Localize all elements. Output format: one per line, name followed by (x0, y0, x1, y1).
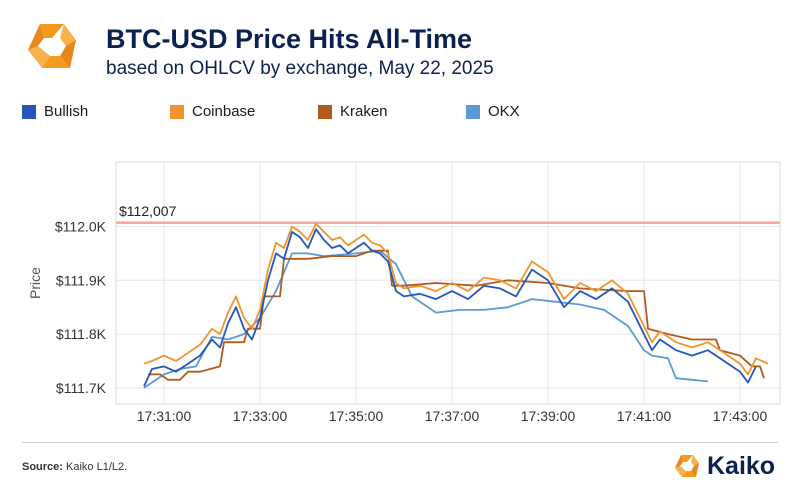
y-tick-label-111-8k: $111.8K (56, 326, 107, 342)
x-tick-label-17-31-00: 17:31:00 (137, 408, 192, 424)
legend-label-okx: OKX (488, 103, 520, 120)
axis-layer: $111.7K $111.8K $111.9K $112.0K 17:31:00 17:3… (27, 219, 767, 424)
x-tick-label-17-35-00: 17:35:00 (329, 408, 384, 424)
ath-layer: $112,007 (116, 203, 780, 225)
legend-label-bullish: Bullish (44, 103, 89, 120)
x-tick-label-17-33-00: 17:33:00 (233, 408, 288, 424)
x-tick-label-17-43-00: 17:43:00 (713, 408, 768, 424)
y-tick-label-111-7k: $111.7K (56, 380, 107, 396)
chart-subtitle: based on OHLCV by exchange, May 22, 2025 (106, 58, 494, 79)
legend-item-okx[interactable]: OKX (466, 103, 520, 120)
series-line-bullish (143, 228, 757, 387)
price-line-chart: $112,007 $111.7K $111.8K $111.9K $112.0K 17:… (27, 161, 781, 424)
legend-label-kraken: Kraken (340, 103, 388, 120)
brand-name: Kaiko (707, 451, 776, 480)
legend-swatch-okx (466, 104, 480, 119)
series-layer (143, 222, 769, 389)
legend-item-kraken[interactable]: Kraken (318, 103, 388, 120)
series-line-okx (143, 249, 709, 389)
grid-layer (115, 161, 781, 405)
x-tick-label-17-39-00: 17:39:00 (521, 408, 576, 424)
footer-divider (22, 442, 778, 443)
source-note: Source: Kaiko L1/L2. (22, 461, 127, 473)
legend-swatch-bullish (22, 104, 36, 119)
legend-swatch-coinbase (170, 104, 184, 119)
kaiko-logo-icon (28, 24, 76, 68)
y-tick-label-112-0k: $112.0K (55, 219, 107, 235)
legend-item-coinbase[interactable]: Coinbase (170, 103, 255, 120)
legend-item-bullish[interactable]: Bullish (22, 103, 88, 120)
ath-label: $112,007 (119, 203, 177, 219)
plot-area-frame (115, 161, 781, 405)
legend-swatch-kraken (318, 104, 332, 119)
source-text: Kaiko L1/L2. (66, 461, 128, 473)
y-axis-label: Price (27, 267, 43, 299)
x-tick-label-17-41-00: 17:41:00 (617, 408, 672, 424)
y-tick-label-111-9k: $111.9K (56, 272, 107, 288)
series-line-coinbase (143, 222, 769, 376)
legend-label-coinbase: Coinbase (192, 103, 256, 120)
source-label: Source: (22, 461, 63, 473)
x-tick-label-17-37-00: 17:37:00 (425, 408, 480, 424)
chart-title: BTC-USD Price Hits All-Time (106, 24, 473, 54)
kaiko-logo-icon (675, 455, 699, 477)
series-line-kraken (148, 249, 765, 381)
kaiko-brand: Kaiko (672, 450, 775, 482)
